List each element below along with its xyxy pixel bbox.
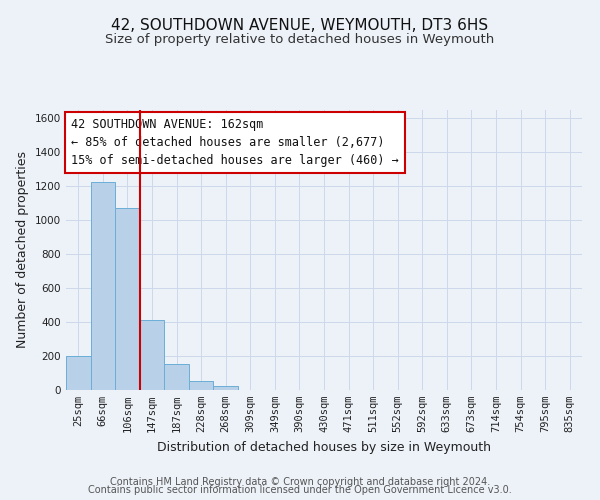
Text: 42, SOUTHDOWN AVENUE, WEYMOUTH, DT3 6HS: 42, SOUTHDOWN AVENUE, WEYMOUTH, DT3 6HS [112,18,488,32]
Bar [164,364,189,390]
Bar [140,320,164,390]
Bar [189,381,214,390]
Bar [214,386,238,390]
Y-axis label: Number of detached properties: Number of detached properties [16,152,29,348]
Bar [91,182,115,390]
Bar [115,208,140,390]
Bar [66,356,91,390]
Text: 42 SOUTHDOWN AVENUE: 162sqm
← 85% of detached houses are smaller (2,677)
15% of : 42 SOUTHDOWN AVENUE: 162sqm ← 85% of det… [71,118,399,168]
Text: Contains HM Land Registry data © Crown copyright and database right 2024.: Contains HM Land Registry data © Crown c… [110,477,490,487]
X-axis label: Distribution of detached houses by size in Weymouth: Distribution of detached houses by size … [157,440,491,454]
Text: Contains public sector information licensed under the Open Government Licence v3: Contains public sector information licen… [88,485,512,495]
Text: Size of property relative to detached houses in Weymouth: Size of property relative to detached ho… [106,32,494,46]
